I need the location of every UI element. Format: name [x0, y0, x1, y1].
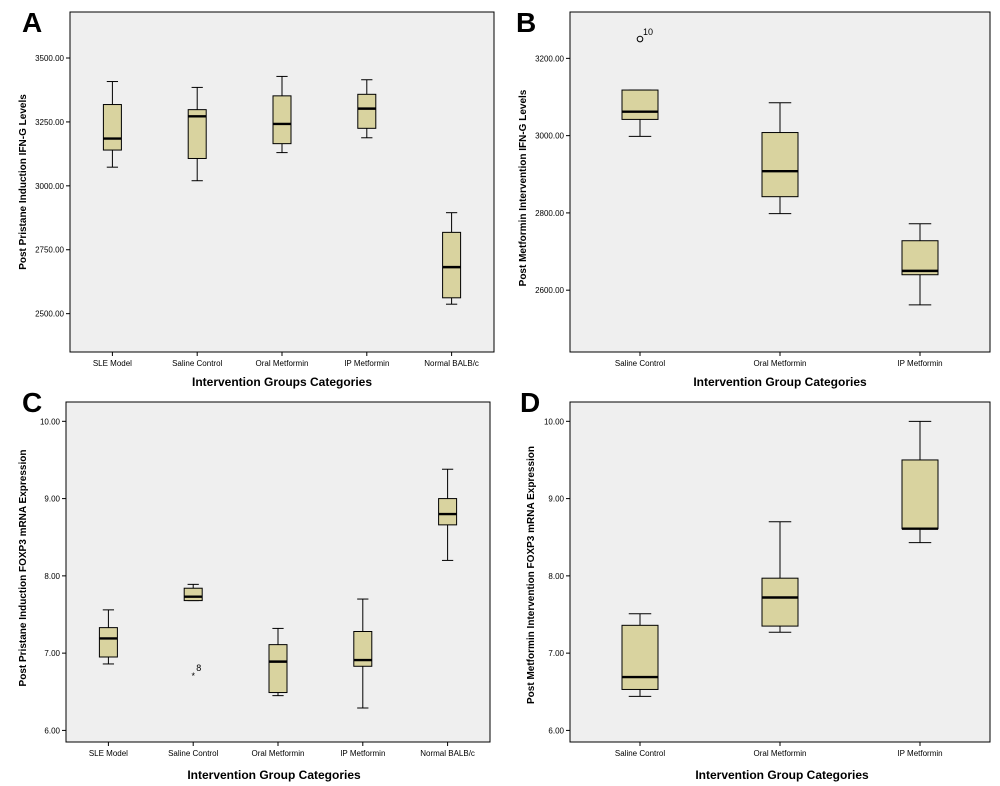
panel-a-x-axis-title: Intervention Groups Categories [192, 375, 372, 389]
panel-d: D Intervention Group Categories Post Met… [520, 387, 991, 782]
panel-a-box-1 [187, 86, 207, 182]
panel-d-x-tick-label: Saline Control [615, 749, 665, 758]
panel-d-y-axis-title: Post Metformin Intervention FOXP3 mRNA E… [526, 446, 537, 704]
panel-a-y-tick-label: 3500.00 [35, 54, 64, 63]
panel-c-outlier-marker: * [191, 671, 195, 681]
panel-a: A Intervention Groups Categories Post Pr… [18, 7, 495, 389]
iqr-box [98, 627, 118, 658]
panel-b-box-0 [621, 89, 659, 137]
panel-b-x-tick-label: IP Metformin [897, 359, 942, 368]
panel-b-box-2 [901, 223, 939, 306]
panel-d-box-1 [761, 521, 799, 633]
panel-a-y-tick-label: 2750.00 [35, 246, 64, 255]
iqr-box [187, 109, 207, 159]
iqr-box [621, 89, 659, 120]
panel-a-marks: 2500.00 2750.00 3000.00 3250.00 3500.00 SLE M… [35, 54, 479, 368]
panel-c-letter: C [22, 387, 42, 418]
panel-c-box-3 [353, 598, 373, 709]
iqr-box [268, 644, 288, 694]
panel-d-y-tick-label: 8.00 [548, 572, 564, 581]
iqr-box [901, 240, 939, 276]
panel-b-y-tick-label: 3200.00 [535, 54, 564, 63]
panel-c-y-tick-label: 7.00 [44, 649, 60, 658]
panel-a-box-0 [102, 81, 122, 168]
iqr-box [272, 95, 292, 145]
panel-c-y-tick-label: 6.00 [44, 726, 60, 735]
panel-b-letter: B [516, 7, 536, 38]
panel-c-y-axis-title: Post Pristane Induction FOXP3 mRNA Expre… [18, 450, 29, 687]
panel-b-y-tick-label: 3000.00 [535, 132, 564, 141]
panel-c-x-tick-label: IP Metformin [340, 749, 385, 758]
panel-d-x-tick-label: Oral Metformin [754, 749, 807, 758]
panel-c-y-tick-label: 9.00 [44, 495, 60, 504]
panel-d-y-tick-label: 6.00 [548, 726, 564, 735]
iqr-box [357, 93, 377, 129]
panel-d-x-tick-label: IP Metformin [897, 749, 942, 758]
panel-a-y-axis-title: Post Pristane Induction IFN-G Levels [18, 94, 29, 270]
panel-d-box-0 [621, 613, 659, 697]
iqr-box [353, 631, 373, 667]
panel-c-box-1 [183, 583, 203, 602]
iqr-box [901, 459, 939, 530]
panel-d-y-tick-label: 9.00 [548, 495, 564, 504]
iqr-box [438, 498, 458, 526]
panel-a-y-tick-label: 2500.00 [35, 310, 64, 319]
panel-d-y-tick-label: 10.00 [544, 417, 565, 426]
panel-b-x-tick-label: Oral Metformin [754, 359, 807, 368]
iqr-box [761, 132, 799, 198]
panel-b-box-1 [761, 102, 799, 215]
panel-c-box-0 [98, 609, 118, 665]
panel-c-x-tick-label: Saline Control [168, 749, 218, 758]
panel-b-outlier-marker [636, 35, 644, 43]
panel-a-x-tick-label: Oral Metformin [256, 359, 309, 368]
panel-c-y-tick-label: 8.00 [44, 572, 60, 581]
panel-c-x-tick-label: Oral Metformin [252, 749, 305, 758]
panel-a-x-tick-label: IP Metformin [344, 359, 389, 368]
panel-a-box-2 [272, 75, 292, 154]
panel-c-box-4 [438, 468, 458, 561]
panel-b-outlier-label: 10 [643, 27, 653, 37]
iqr-box [621, 624, 659, 690]
panel-c-x-tick-label: SLE Model [89, 749, 128, 758]
panel-b: B Intervention Group Categories Post Met… [516, 7, 991, 389]
panel-d-y-tick-label: 7.00 [548, 649, 564, 658]
panel-d-x-axis-title: Intervention Group Categories [695, 768, 869, 782]
panel-a-y-tick-label: 3000.00 [35, 182, 64, 191]
panel-a-box-3 [357, 79, 377, 139]
panel-c-outlier-label: 8 [196, 663, 201, 673]
panel-b-y-tick-label: 2600.00 [535, 286, 564, 295]
panel-c-x-axis-title: Intervention Group Categories [187, 768, 361, 782]
iqr-box [761, 577, 799, 627]
panel-b-marks: 2600.00 2800.00 3000.00 3200.00 Saline Contr… [535, 27, 943, 368]
panel-b-x-tick-label: Saline Control [615, 359, 665, 368]
panel-a-letter: A [22, 7, 42, 38]
panel-a-box-4 [442, 212, 462, 305]
panel-a-x-tick-label: Normal BALB/c [424, 359, 479, 368]
panel-c-x-tick-label: Normal BALB/c [420, 749, 475, 758]
iqr-box [183, 587, 203, 602]
panel-d-box-2 [901, 420, 939, 544]
panel-a-x-tick-label: Saline Control [172, 359, 222, 368]
iqr-box [442, 231, 462, 299]
panel-c-marks: 6.00 7.00 8.00 9.00 10.00 SLE Model Saline Con… [40, 417, 475, 758]
panel-d-letter: D [520, 387, 540, 418]
panel-b-y-tick-label: 2800.00 [535, 209, 564, 218]
panel-a-y-tick-label: 3250.00 [35, 118, 64, 127]
panel-c-y-tick-label: 10.00 [40, 417, 61, 426]
panel-a-plot-area [69, 11, 495, 353]
panel-d-marks: 6.00 7.00 8.00 9.00 10.00 Saline Control Oral … [544, 417, 943, 758]
panel-c-box-2 [268, 627, 288, 697]
panel-b-y-axis-title: Post Metformin Intervention IFN-G Levels [518, 89, 529, 286]
iqr-box [102, 104, 122, 151]
panel-c: C Intervention Group Categories Post Pri… [18, 387, 491, 782]
panel-b-x-axis-title: Intervention Group Categories [693, 375, 867, 389]
panel-a-x-tick-label: SLE Model [93, 359, 132, 368]
